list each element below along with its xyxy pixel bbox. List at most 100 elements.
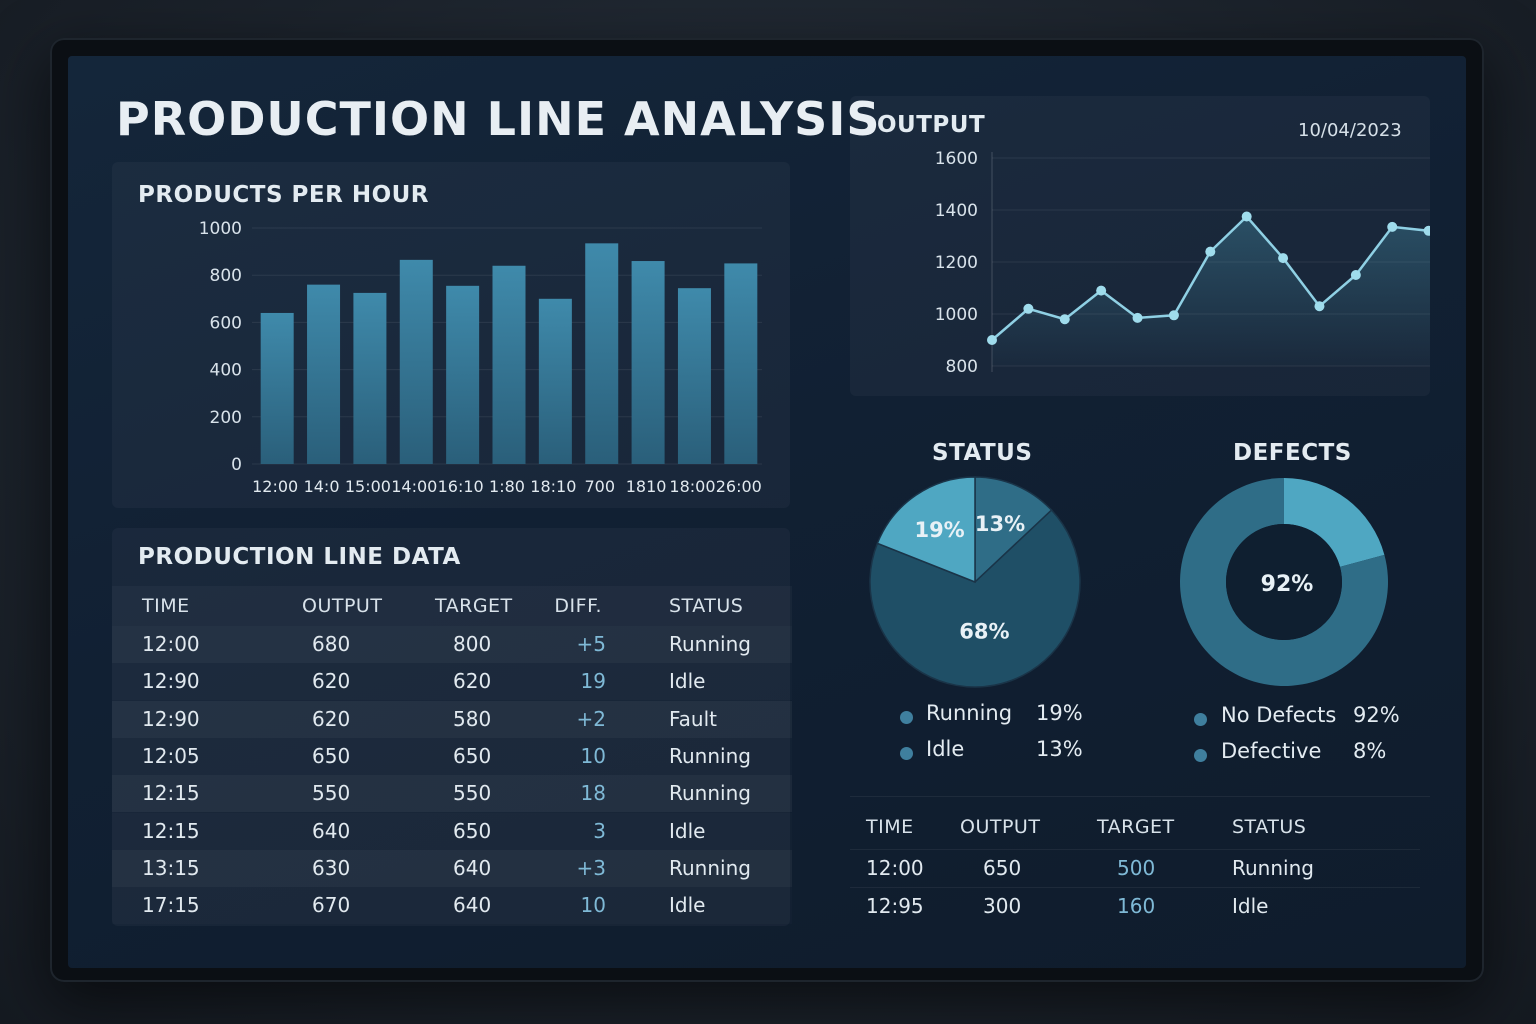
row-diff: +2 — [576, 706, 606, 731]
row-status: Fault — [669, 706, 717, 731]
bar-x-tick-label: 700 — [584, 477, 615, 496]
status-legend-dot — [900, 711, 913, 724]
bar-x-tick-label: 14:00 — [391, 477, 437, 496]
bar — [260, 312, 294, 464]
row-status: Idle — [669, 893, 706, 918]
row-target: 620 — [453, 669, 492, 694]
bar — [631, 261, 665, 464]
line-point — [1278, 253, 1289, 264]
row-target: 580 — [453, 706, 492, 731]
dashboard-screen: PRODUCTION LINE ANALYSIS PRODUCTS PER HO… — [68, 56, 1466, 968]
summary-table-header-row: TIME OUTPUT TARGET STATUS — [850, 807, 1430, 847]
row-output: 620 — [312, 669, 351, 694]
bar-x-tick-label: 18:10 — [530, 477, 576, 496]
bar — [724, 263, 758, 464]
table-row: 12:05 650 650 10 Running — [112, 738, 792, 775]
status-pie-slice — [869, 509, 1081, 688]
row-output: 640 — [312, 818, 351, 843]
summary-table-header: OUTPUT — [960, 816, 1041, 838]
status-legend-label: Running — [926, 701, 1013, 725]
row-time: 12:90 — [142, 706, 200, 731]
summary-table-header: TARGET — [1097, 816, 1175, 838]
defects-donut-chart: 92% — [1180, 478, 1388, 686]
status-legend-value: 13% — [1036, 737, 1083, 761]
row-time: 12:05 — [142, 743, 200, 768]
summary-table-header: STATUS — [1232, 816, 1307, 838]
line-point — [1168, 310, 1179, 321]
line-point — [1023, 303, 1034, 314]
production-table-header: DIFF. — [554, 595, 602, 617]
line-point — [1314, 301, 1325, 312]
summary-table: TIME OUTPUT TARGET STATUS 12:00 650 500 Running… — [850, 796, 1430, 927]
bar-y-tick-label: 600 — [210, 313, 242, 333]
row-output: 550 — [312, 781, 351, 806]
summary-row-target: 160 — [1117, 894, 1156, 918]
output-title: OUTPUT — [877, 112, 986, 138]
status-pie-label: 68% — [959, 620, 1009, 644]
defects-legend-value: 92% — [1353, 703, 1400, 727]
summary-table-row: 12:95 300 160 Idle — [850, 887, 1420, 925]
output-series-line — [991, 214, 1430, 341]
bar-y-tick-label: 800 — [210, 266, 242, 286]
bar — [538, 298, 572, 464]
line-point — [1096, 285, 1107, 296]
status-pie-slice — [876, 476, 976, 584]
table-row: 12:90 620 580 +2 Fault — [112, 700, 792, 738]
bar-x-tick-label: 1:80 — [489, 477, 525, 496]
line-y-tick-label: 1200 — [935, 253, 978, 273]
row-output: 630 — [312, 855, 351, 880]
row-status: Running — [669, 743, 751, 768]
line-point — [1059, 314, 1070, 325]
defects-legend-dot — [1194, 749, 1207, 762]
defects-legend-label: No Defects — [1221, 703, 1337, 727]
row-status: Running — [669, 632, 751, 656]
bar — [677, 288, 711, 464]
line-area-fill — [992, 216, 1430, 366]
row-status: Running — [669, 855, 751, 880]
row-time: 12:15 — [142, 781, 200, 806]
row-diff: +5 — [576, 632, 606, 656]
production-data-title: PRODUCTION LINE DATA — [138, 544, 461, 570]
table-row: 12:90 620 620 19 Idle — [112, 663, 792, 700]
row-time: 12:15 — [142, 818, 200, 843]
row-target: 550 — [453, 781, 492, 806]
row-output: 650 — [312, 743, 351, 768]
defects-donut-hole — [1226, 524, 1342, 640]
row-diff: 10 — [580, 743, 606, 768]
summary-table-row: 12:00 650 500 Running — [850, 849, 1420, 887]
line-y-tick-label: 800 — [946, 357, 978, 377]
bar-x-tick-label: 18:00 — [669, 477, 715, 496]
row-output: 680 — [312, 632, 351, 656]
bar — [399, 259, 433, 464]
summary-row-time: 12:00 — [866, 856, 924, 880]
row-diff: +3 — [576, 855, 606, 880]
row-target: 650 — [453, 743, 492, 768]
bar — [585, 243, 619, 464]
bar-y-tick-label: 0 — [231, 455, 242, 475]
row-status: Running — [669, 781, 751, 806]
bar — [307, 284, 341, 464]
defects-slice-highlight — [1284, 478, 1385, 567]
row-diff: 18 — [580, 781, 606, 806]
line-y-tick-label: 1400 — [935, 201, 978, 221]
line-point — [1350, 270, 1361, 280]
bar-x-tick-label: 12:00 — [252, 477, 298, 496]
production-data-table: TIME OUTPUT TARGET DIFF. STATUS 12:00 680 800 +5… — [112, 586, 792, 926]
line-point — [1423, 225, 1430, 236]
line-y-tick-label: 1600 — [935, 149, 978, 169]
status-pie-label: 13% — [975, 512, 1025, 536]
line-point — [987, 335, 997, 345]
table-row: 13:15 630 640 +3 Running — [112, 849, 792, 887]
status-title: STATUS — [932, 440, 1033, 466]
production-table-header: STATUS — [669, 595, 744, 617]
defects-title: DEFECTS — [1233, 440, 1352, 466]
status-pie-chart: 13% 68% 19% — [869, 476, 1081, 688]
row-diff: 10 — [580, 893, 606, 918]
status-legend-value: 19% — [1036, 701, 1083, 725]
table-row: 17:15 670 640 10 Idle — [112, 887, 792, 924]
bar — [353, 292, 387, 464]
defects-legend-value: 8% — [1353, 739, 1387, 763]
bar — [446, 285, 480, 464]
output-date: 10/04/2023 — [1298, 120, 1402, 141]
row-time: 17:15 — [142, 893, 200, 918]
